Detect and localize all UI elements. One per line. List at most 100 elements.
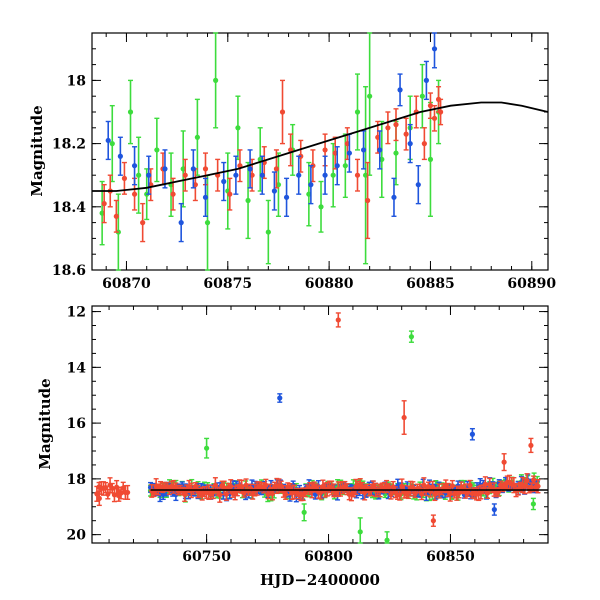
point-b [296, 172, 302, 178]
point-r [273, 166, 280, 172]
point-r [228, 483, 234, 490]
point-g [204, 220, 211, 226]
top-x-tick-label: 60875 [203, 276, 252, 292]
point-r [427, 103, 434, 109]
bottom-y-tick-label: 18 [67, 472, 86, 488]
point-r [263, 482, 269, 488]
point-r [182, 172, 188, 178]
point-g [354, 109, 361, 115]
point-b [233, 172, 239, 178]
bottom-panel-frame [91, 305, 549, 544]
point-b [259, 172, 265, 178]
bottom-x-tick-label: 60800 [304, 549, 353, 565]
top-y-tick-label: 18.6 [52, 263, 86, 279]
point-r [465, 489, 471, 496]
point-g [194, 134, 200, 140]
point-r [212, 482, 218, 488]
point-g [342, 163, 348, 169]
point-g [136, 172, 142, 178]
point-b [162, 166, 168, 172]
bottom-y-axis-label: Magnitude [36, 378, 54, 469]
outlier-g [408, 334, 415, 340]
point-r [449, 483, 456, 489]
point-r [202, 166, 209, 172]
point-g [154, 147, 160, 153]
outlier-g [357, 529, 363, 535]
point-r [524, 478, 530, 484]
outlier-r [528, 442, 534, 449]
point-b [146, 172, 152, 178]
point-r [125, 489, 131, 496]
point-r [431, 115, 438, 121]
point-r [239, 484, 245, 490]
bottom-y-tick-label: 20 [67, 528, 87, 544]
point-b [221, 178, 227, 185]
point-b [423, 77, 429, 83]
point-b [131, 163, 138, 169]
outlier-g [530, 501, 536, 507]
point-r [410, 484, 416, 490]
bottom-y-tick-label: 14 [67, 360, 87, 376]
point-r [388, 491, 394, 498]
top-x-tick-label: 60885 [406, 276, 455, 292]
point-b [334, 163, 340, 169]
point-r [467, 482, 473, 488]
point-r [393, 122, 399, 128]
point-b [322, 172, 328, 178]
point-g [427, 156, 434, 162]
outlier-r [335, 317, 341, 323]
point-r [403, 131, 409, 137]
bottom-x-tick-label: 60750 [182, 549, 231, 565]
top-x-tick-label: 60870 [102, 276, 151, 292]
top-panel-ticks: 60870 60875 60880 60885 60890 18.6 18.4 18.2 18 [52, 32, 556, 292]
point-b [407, 141, 413, 147]
point-b [377, 147, 383, 153]
point-r [447, 491, 453, 497]
point-r [186, 483, 192, 490]
point-r [535, 483, 541, 489]
point-r [421, 141, 427, 147]
outlier-g [204, 445, 210, 451]
point-g [245, 197, 251, 204]
outlier-r [501, 459, 507, 465]
point-r [140, 220, 146, 226]
point-b [202, 194, 209, 200]
point-r [94, 491, 100, 497]
point-b [397, 87, 403, 93]
point-r [279, 109, 286, 115]
point-b [190, 166, 196, 172]
point-r [101, 201, 107, 207]
point-g [235, 125, 241, 131]
point-g [213, 77, 219, 83]
point-r [385, 125, 391, 131]
point-g [265, 229, 271, 235]
point-b [247, 166, 253, 172]
model-curve [92, 101, 549, 192]
point-g [419, 93, 425, 99]
point-b [105, 137, 111, 144]
point-r [365, 197, 371, 204]
point-b [271, 188, 277, 194]
point-b [346, 150, 352, 156]
point-r [283, 491, 289, 497]
point-r [531, 477, 537, 483]
top-panel-frame [91, 32, 549, 271]
bottom-panel-full: 60750 60800 60850 20 18 16 14 12 Magnitude HJD−… [36, 305, 549, 589]
point-b [415, 182, 421, 188]
bottom-y-tick-label: 16 [67, 416, 86, 432]
point-r [120, 485, 126, 491]
bottom-panel-ticks: 60750 60800 60850 20 18 16 14 12 [67, 305, 549, 565]
point-r [227, 191, 233, 197]
point-r [170, 191, 176, 197]
point-r [131, 191, 138, 197]
point-r [217, 492, 223, 498]
top-y-axis-label: Magnitude [28, 105, 46, 196]
outlier-r [401, 414, 407, 421]
outlier-b [491, 506, 497, 513]
outlier-b [277, 395, 283, 401]
point-g [330, 172, 336, 178]
bottom-x-axis-label: HJD−2400000 [260, 571, 380, 589]
point-g [109, 141, 115, 147]
point-b [308, 182, 314, 188]
point-r [354, 172, 361, 178]
